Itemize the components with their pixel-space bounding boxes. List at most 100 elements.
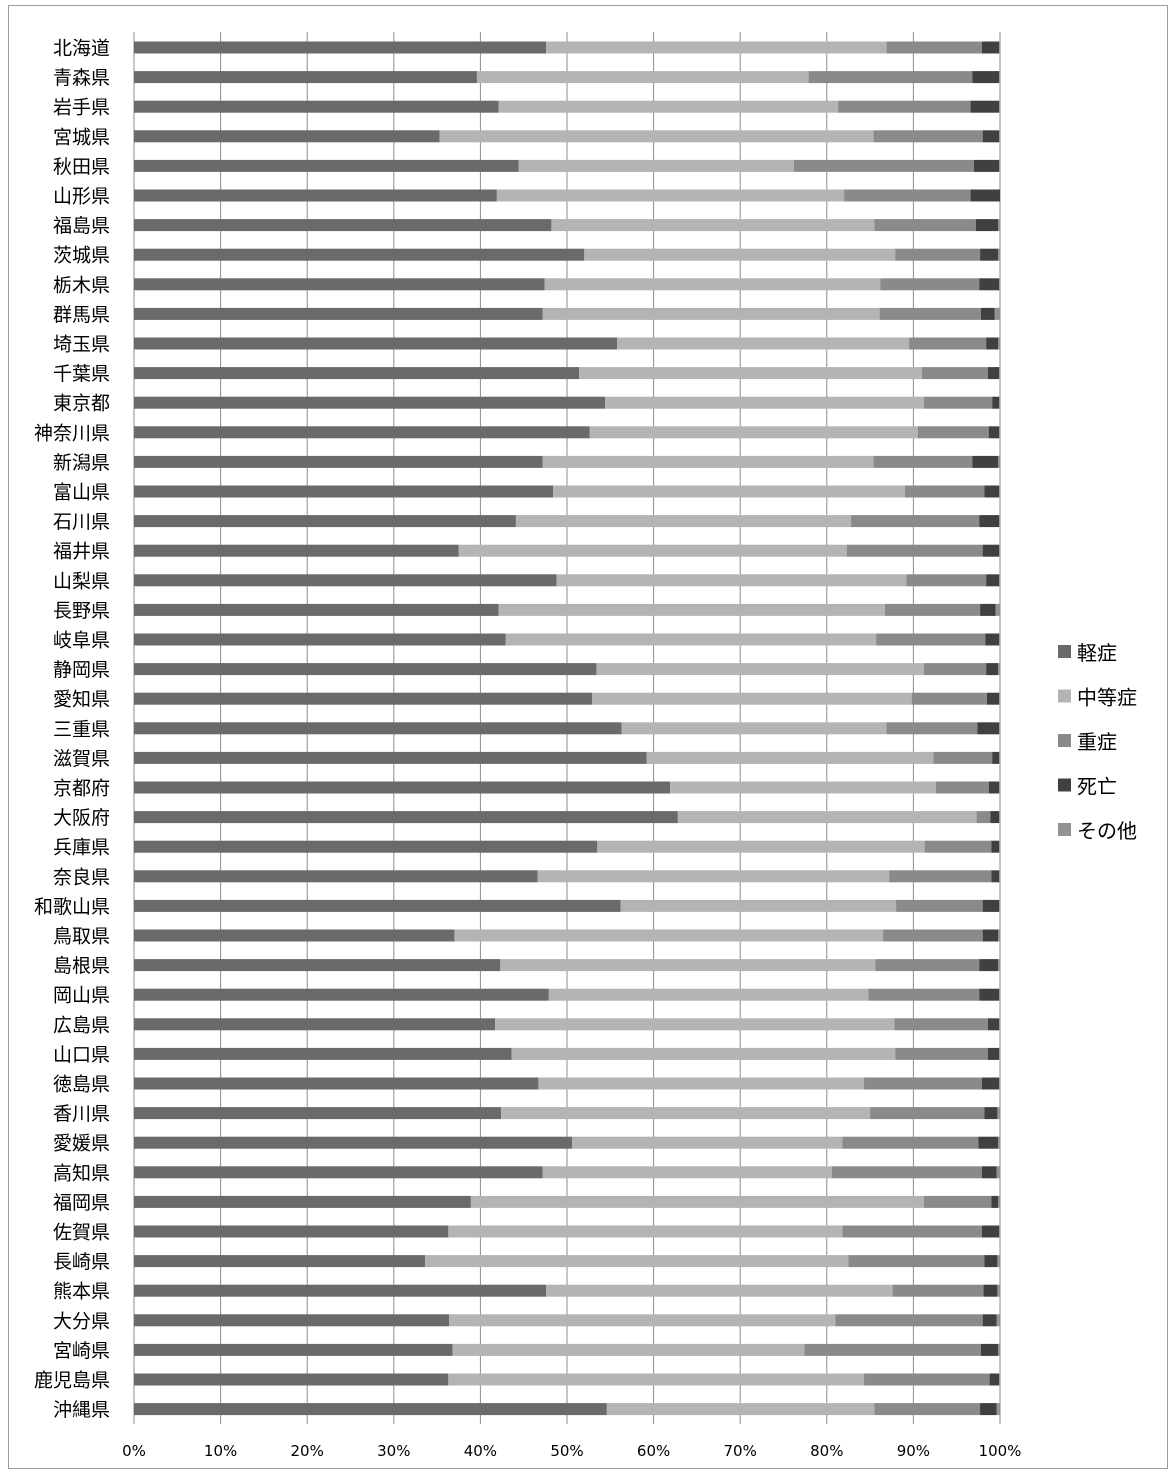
bar-segment (844, 189, 971, 202)
bar-segment (873, 455, 973, 468)
bar-segment (982, 130, 1000, 143)
category-label: 東京都 (53, 393, 110, 415)
bar-segment (134, 1077, 539, 1090)
bar-segment (864, 1373, 990, 1386)
bar-segment (999, 367, 1000, 380)
bar-segment (134, 1136, 573, 1149)
bar-segment (537, 870, 890, 883)
bar-segment (980, 1343, 999, 1356)
bar-segment (875, 959, 980, 972)
bar-segment (134, 455, 543, 468)
bar-segment (546, 1284, 893, 1297)
bar-segment (134, 929, 455, 942)
legend-swatch (1058, 645, 1071, 658)
bar-segment (448, 1373, 865, 1386)
bar-segment (496, 189, 845, 202)
category-label: 愛知県 (53, 689, 110, 711)
bar-segment (981, 41, 1000, 54)
bar-segment (134, 1195, 471, 1208)
bar-segment (542, 1166, 832, 1179)
bar-segment (982, 544, 1000, 557)
bar-segment (980, 1403, 997, 1416)
category-label: 兵庫県 (53, 837, 110, 859)
bar-segment (999, 988, 1000, 1001)
bar-segment (597, 840, 925, 853)
bar-segment (896, 899, 983, 912)
category-label: 佐賀県 (53, 1222, 110, 1244)
bar-segment (134, 1403, 607, 1416)
bar-segment (134, 307, 543, 320)
x-tick-label: 40% (464, 1442, 497, 1460)
bar-segment (986, 663, 999, 676)
bar-segment (987, 367, 1000, 380)
bar-segment (134, 367, 580, 380)
legend-label: 死亡 (1077, 775, 1117, 799)
category-label: 鹿児島県 (34, 1370, 110, 1392)
bar-segment (983, 1284, 998, 1297)
bar-segment (511, 1047, 896, 1060)
bar-segment (439, 130, 874, 143)
bar-segment (605, 396, 924, 409)
bar-segment (984, 1107, 998, 1120)
category-label: 大分県 (53, 1310, 110, 1332)
bar-segment (987, 1018, 1000, 1031)
category-label: 新潟県 (53, 452, 110, 474)
category-label: 島根県 (53, 955, 110, 977)
bar-segment (982, 929, 999, 942)
bar-segment (134, 574, 557, 587)
bar-segment (979, 278, 1000, 291)
bar-segment (998, 1136, 1000, 1149)
bar-segment (134, 41, 547, 54)
category-label: 北海道 (53, 38, 110, 60)
bar-segment (894, 1018, 988, 1031)
bar-segment (518, 159, 794, 172)
bar-segment (134, 189, 497, 202)
category-label: 福岡県 (53, 1192, 110, 1214)
bar-segment (998, 1343, 1000, 1356)
x-tick-label: 30% (377, 1442, 410, 1460)
bar-segment (424, 1255, 849, 1268)
bar-segment (991, 870, 1000, 883)
bar-segment (976, 811, 991, 824)
category-label: 広島県 (53, 1014, 110, 1036)
category-label: 三重県 (53, 718, 110, 740)
bar-segment (999, 633, 1000, 646)
bar-segment (999, 515, 1000, 528)
category-label: 岩手県 (53, 97, 110, 119)
category-label: 沖縄県 (53, 1399, 110, 1421)
bar-segment (134, 337, 618, 350)
bar-segment (988, 781, 1000, 794)
bar-segment (134, 485, 554, 498)
bar-segment (998, 959, 1000, 972)
bar-segment (842, 1225, 982, 1238)
x-tick-label: 70% (724, 1442, 757, 1460)
bar-segment (935, 781, 989, 794)
bar-segment (987, 1047, 1000, 1060)
legend-label: その他 (1077, 819, 1137, 843)
bar-segment (975, 219, 999, 232)
bar-segment (134, 426, 590, 439)
bar-segment (999, 130, 1000, 143)
bar-segment (542, 455, 874, 468)
bar-segment (548, 988, 869, 1001)
category-label: 岐阜県 (53, 630, 110, 652)
bar-segment (134, 1018, 496, 1031)
bar-segment (572, 1136, 843, 1149)
bar-segment (922, 367, 988, 380)
bar-segment (992, 751, 1000, 764)
bar-segment (984, 1255, 998, 1268)
bar-segment (670, 781, 936, 794)
bar-segment (972, 455, 999, 468)
bar-segment (838, 100, 971, 113)
bar-segment (980, 307, 995, 320)
bar-segment (476, 71, 809, 84)
x-tick-label: 20% (291, 1442, 324, 1460)
x-tick-label: 50% (550, 1442, 583, 1460)
x-tick-label: 60% (637, 1442, 670, 1460)
bar-segment (452, 1343, 805, 1356)
category-label: 宮崎県 (53, 1340, 110, 1362)
bar-segment (448, 1225, 843, 1238)
bar-segment (134, 1107, 502, 1120)
bar-segment (979, 959, 999, 972)
